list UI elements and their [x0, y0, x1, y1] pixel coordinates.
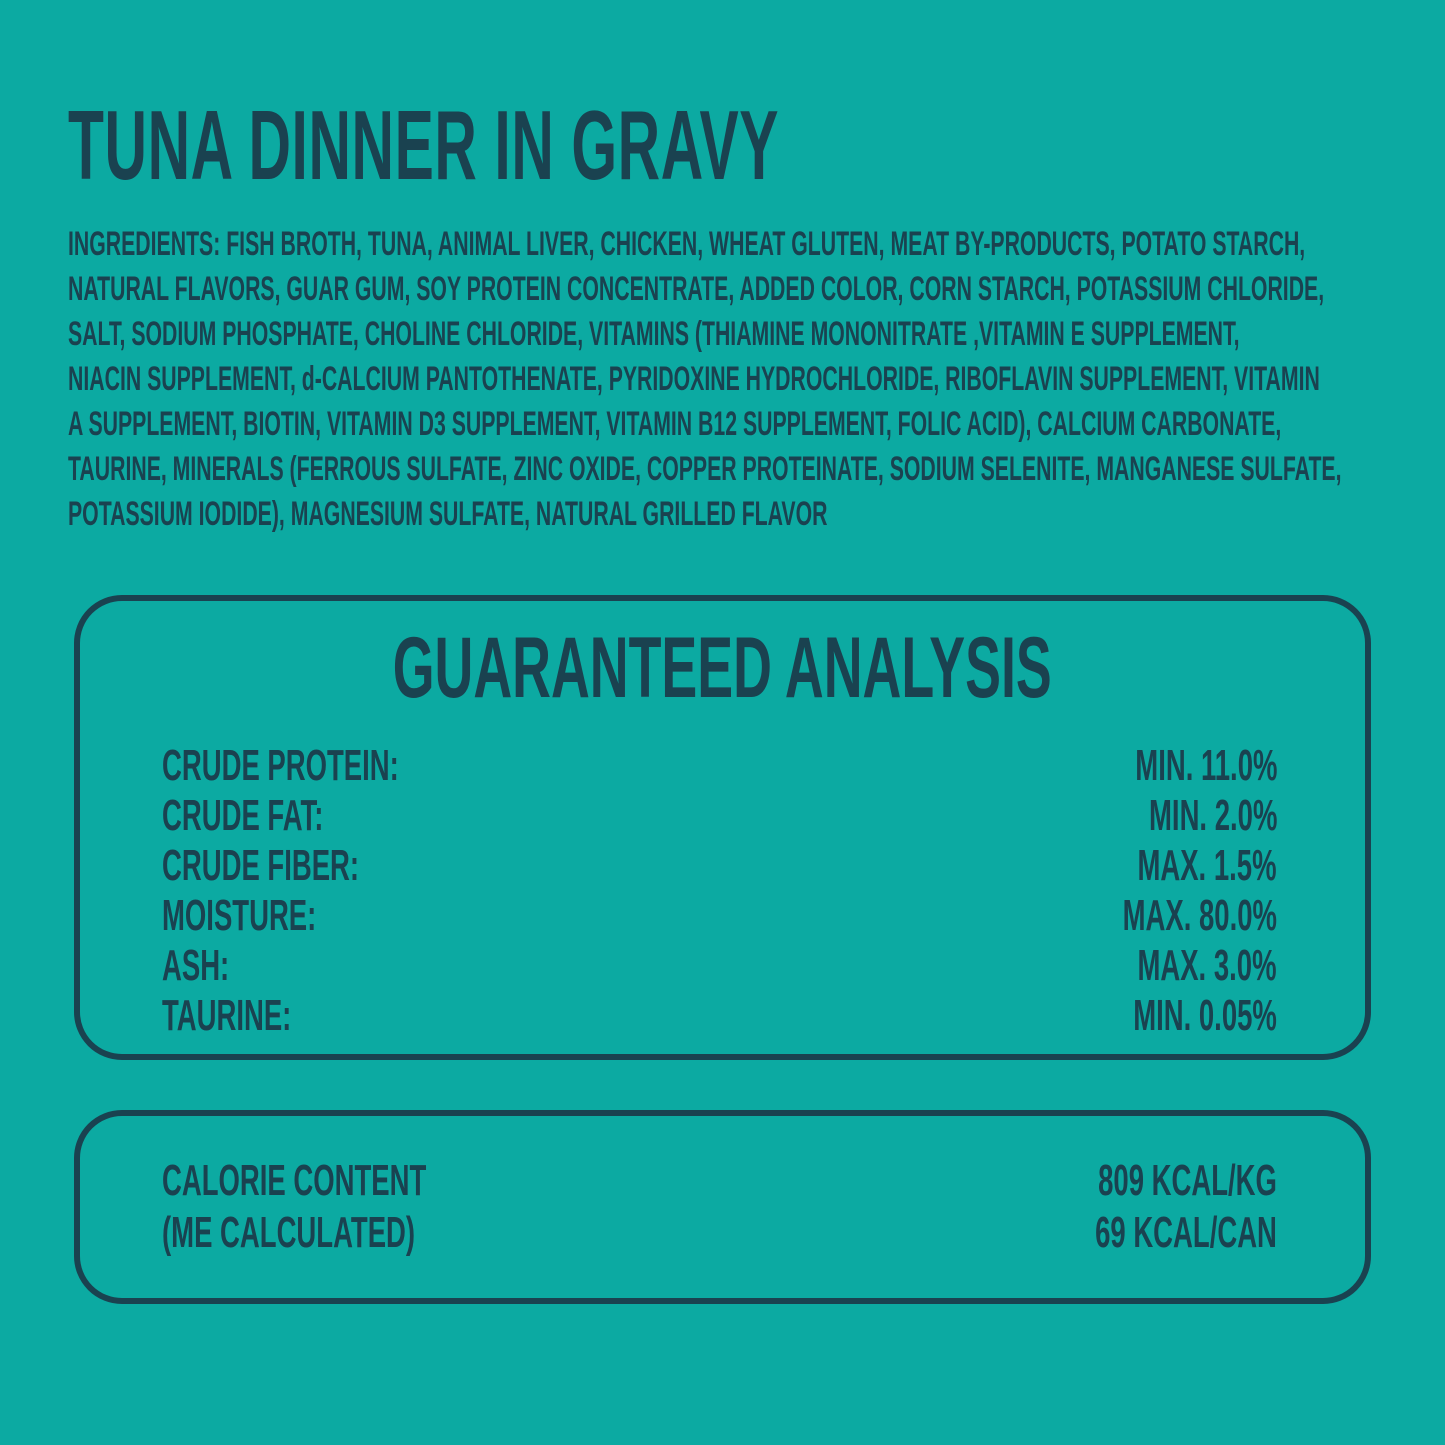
analysis-value: MAX. 80.0%: [1122, 891, 1277, 940]
calorie-content-inner: CALORIE CONTENT (ME CALCULATED) 809 KCAL…: [80, 1155, 1365, 1259]
analysis-value: MIN. 11.0%: [1134, 741, 1277, 790]
analysis-label: MOISTURE:: [162, 891, 317, 940]
analysis-value: MAX. 3.0%: [1137, 941, 1277, 990]
calorie-content-value: 69 KCAL/CAN: [1095, 1208, 1277, 1257]
analysis-label: CRUDE PROTEIN:: [162, 741, 399, 790]
label-page: TUNA DINNER IN GRAVY INGREDIENTS: FISH B…: [68, 90, 1377, 1304]
analysis-label: TAURINE:: [162, 991, 292, 1040]
calorie-content-box: CALORIE CONTENT (ME CALCULATED) 809 KCAL…: [74, 1110, 1371, 1304]
ingredients-line: POTASSIUM IODIDE), MAGNESIUM SULFATE, NA…: [68, 495, 828, 533]
analysis-value: MIN. 2.0%: [1148, 791, 1277, 840]
analysis-row: ASH: MAX. 3.0%: [162, 941, 1277, 991]
guaranteed-analysis-heading-wrap: GUARANTEED ANALYSIS: [80, 601, 1365, 711]
ingredients-paragraph: INGREDIENTS: FISH BROTH, TUNA, ANIMAL LI…: [68, 222, 1377, 537]
calorie-content-labels: CALORIE CONTENT (ME CALCULATED): [162, 1155, 585, 1259]
ingredients-line: SALT, SODIUM PHOSPHATE, CHOLINE CHLORIDE…: [68, 315, 1240, 353]
analysis-label: CRUDE FAT:: [162, 791, 324, 840]
analysis-row: CRUDE FIBER: MAX. 1.5%: [162, 841, 1277, 891]
guaranteed-analysis-box: GUARANTEED ANALYSIS CRUDE PROTEIN: MIN. …: [74, 595, 1371, 1060]
analysis-row: CRUDE PROTEIN: MIN. 11.0%: [162, 741, 1277, 791]
ingredients-line: A SUPPLEMENT, BIOTIN, VITAMIN D3 SUPPLEM…: [68, 405, 1282, 443]
ingredients-line: NIACIN SUPPLEMENT, d-CALCIUM PANTOTHENAT…: [68, 360, 1320, 398]
analysis-label: ASH:: [162, 941, 230, 990]
analysis-row: TAURINE: MIN. 0.05%: [162, 991, 1277, 1041]
guaranteed-analysis-rows: CRUDE PROTEIN: MIN. 11.0% CRUDE FAT: MIN…: [80, 741, 1365, 1041]
calorie-content-value: 809 KCAL/KG: [1098, 1156, 1277, 1205]
guaranteed-analysis-heading: GUARANTEED ANALYSIS: [392, 620, 1053, 716]
ingredients-line: INGREDIENTS: FISH BROTH, TUNA, ANIMAL LI…: [68, 225, 1306, 263]
analysis-label: CRUDE FIBER:: [162, 841, 360, 890]
product-name: TUNA DINNER IN GRAVY: [68, 90, 780, 200]
analysis-value: MIN. 0.05%: [1133, 991, 1277, 1040]
ingredients-line: TAURINE, MINERALS (FERROUS SULFATE, ZINC…: [68, 450, 1342, 488]
analysis-row: MOISTURE: MAX. 80.0%: [162, 891, 1277, 941]
analysis-value: MAX. 1.5%: [1137, 841, 1277, 890]
ingredients-line: NATURAL FLAVORS, GUAR GUM, SOY PROTEIN C…: [68, 270, 1325, 308]
calorie-content-label: (ME CALCULATED): [162, 1208, 416, 1257]
calorie-content-values: 809 KCAL/KG 69 KCAL/CAN: [986, 1155, 1277, 1259]
calorie-content-label: CALORIE CONTENT: [162, 1156, 427, 1205]
analysis-row: CRUDE FAT: MIN. 2.0%: [162, 791, 1277, 841]
